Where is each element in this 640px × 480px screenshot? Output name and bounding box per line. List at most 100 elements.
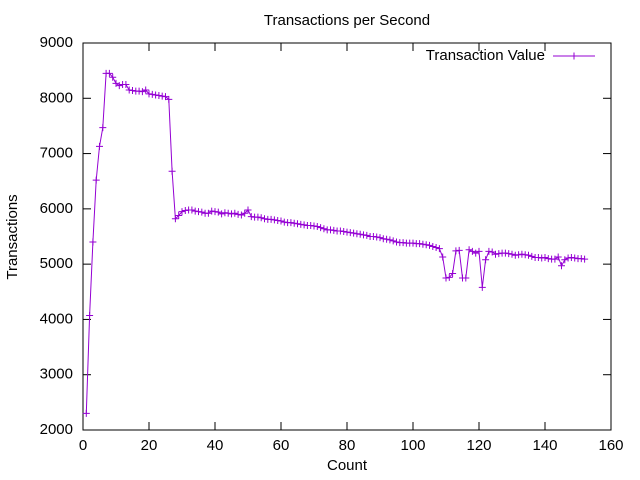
data-point <box>561 256 569 264</box>
legend-swatch <box>553 52 595 60</box>
data-point <box>495 250 503 258</box>
data-point <box>115 82 123 90</box>
data-point <box>340 228 348 236</box>
data-point <box>445 273 453 281</box>
data-point <box>129 87 136 95</box>
data-point <box>214 208 222 216</box>
x-axis-label: Count <box>327 457 368 474</box>
data-point <box>426 241 433 249</box>
data-point <box>399 239 407 247</box>
x-tick-label: 40 <box>207 437 224 454</box>
data-point <box>317 224 325 232</box>
data-point <box>478 283 486 291</box>
data-point <box>558 262 565 270</box>
data-point <box>416 240 424 248</box>
data-point <box>525 251 532 259</box>
data-point <box>346 229 354 237</box>
data-point <box>505 250 513 258</box>
data-point <box>419 240 427 248</box>
data-point <box>257 214 265 222</box>
data-point <box>294 220 301 228</box>
data-point <box>567 254 575 262</box>
data-point <box>521 251 529 259</box>
data-point <box>82 409 90 417</box>
y-tick-label: 2000 <box>40 421 73 438</box>
data-point <box>472 249 480 257</box>
data-point <box>158 92 166 100</box>
data-point <box>376 234 384 242</box>
data-point <box>310 222 318 230</box>
data-point <box>432 244 440 252</box>
data-point <box>343 228 351 236</box>
data-point <box>508 250 516 258</box>
x-tick-label: 60 <box>273 437 290 454</box>
data-point <box>435 245 443 253</box>
data-point <box>191 207 199 215</box>
data-point <box>350 229 358 237</box>
data-point <box>409 239 417 247</box>
legend-label: Transaction Value <box>426 47 545 64</box>
x-tick-label: 140 <box>532 437 557 454</box>
data-point <box>485 247 493 255</box>
data-point <box>125 86 133 94</box>
data-point <box>280 218 288 226</box>
data-point <box>313 223 321 231</box>
data-point <box>442 274 450 282</box>
data-point <box>99 124 107 132</box>
data-point <box>234 210 242 218</box>
data-point <box>178 208 186 216</box>
plot-frame <box>82 42 612 431</box>
x-tick-label: 120 <box>466 437 491 454</box>
x-tick-label: 100 <box>400 437 425 454</box>
x-tick-label: 0 <box>79 437 87 454</box>
data-point <box>482 256 490 264</box>
data-point <box>383 235 391 243</box>
data-point <box>261 215 268 223</box>
data-point <box>228 210 235 218</box>
data-point <box>379 235 387 243</box>
data-point <box>475 247 483 255</box>
y-tick-label: 9000 <box>40 34 73 51</box>
data-point <box>221 209 229 217</box>
data-point <box>145 90 153 98</box>
x-tick-label: 160 <box>598 437 623 454</box>
y-tick-label: 3000 <box>40 366 73 383</box>
x-tick-label: 80 <box>339 437 356 454</box>
data-point <box>373 233 381 241</box>
data-point <box>300 221 308 229</box>
data-point <box>218 210 226 218</box>
data-point <box>267 215 275 223</box>
data-point <box>554 253 562 261</box>
data-point <box>237 211 245 219</box>
data-point <box>105 69 113 77</box>
data-point <box>571 254 579 262</box>
data-point <box>96 142 103 150</box>
data-point <box>439 253 447 261</box>
data-point <box>429 242 437 250</box>
data-point <box>389 237 397 245</box>
data-point <box>195 208 202 216</box>
data-point <box>363 231 371 239</box>
data-point <box>492 250 499 258</box>
data-point <box>422 241 430 249</box>
data-point <box>515 251 523 259</box>
data-point <box>330 226 338 234</box>
data-point <box>353 230 361 238</box>
data-point <box>541 254 549 262</box>
data-point <box>135 87 143 95</box>
data-point <box>89 238 97 246</box>
data-point <box>581 255 589 263</box>
data-point <box>168 167 176 175</box>
data-point <box>287 219 295 227</box>
data-point <box>198 208 206 216</box>
data-point <box>274 216 282 224</box>
y-tick-label: 6000 <box>40 200 73 217</box>
data-point <box>449 270 457 278</box>
data-point <box>165 95 173 103</box>
data-point <box>211 208 219 216</box>
data-point <box>356 230 364 238</box>
y-tick-label: 7000 <box>40 145 73 162</box>
data-point <box>544 255 552 263</box>
